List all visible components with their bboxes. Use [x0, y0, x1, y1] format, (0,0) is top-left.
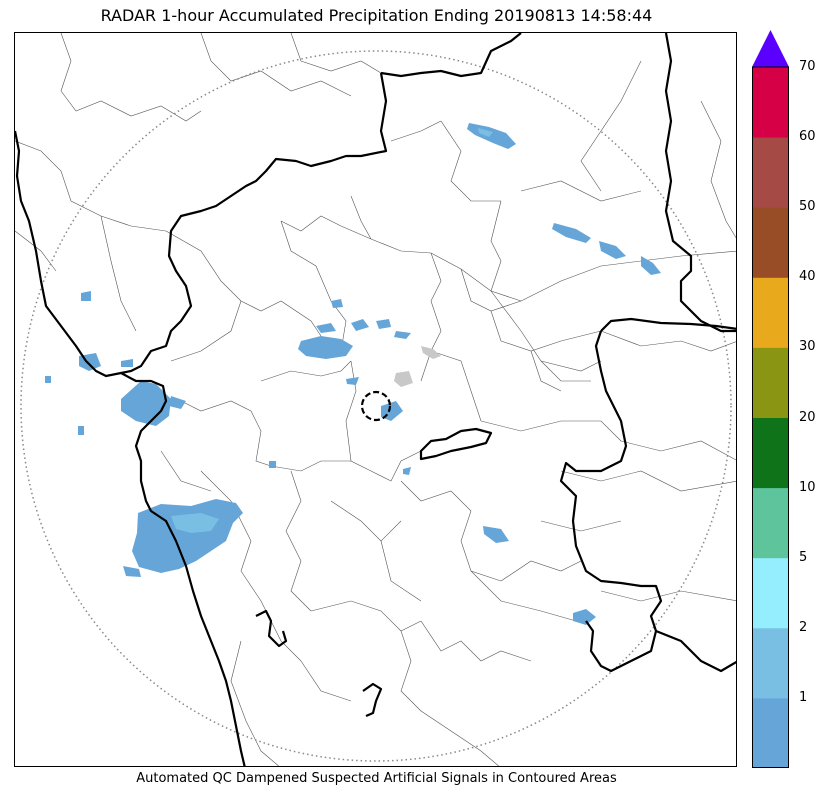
state-boundaries — [15, 33, 736, 766]
radar-map[interactable] — [14, 32, 737, 767]
colorbar-segment — [752, 557, 789, 629]
colorbar-segment — [752, 417, 789, 489]
colorbar-segment — [752, 697, 789, 769]
radar-range-ring — [20, 50, 732, 762]
colorbar-segment — [752, 277, 789, 348]
colorbar-extend-triangle — [752, 30, 789, 67]
colorbar-tick-label: 30 — [799, 339, 816, 355]
precipitation-echoes — [45, 123, 661, 625]
colorbar-segments — [752, 66, 789, 769]
colorbar-segment — [752, 627, 789, 699]
colorbar-segment — [752, 487, 789, 559]
colorbar-tick-label: 50 — [799, 199, 816, 215]
radar-site-marker — [360, 390, 392, 422]
map-title: RADAR 1-hour Accumulated Precipitation E… — [100, 6, 653, 25]
colorbar-tick-label: 5 — [799, 549, 808, 565]
colorbar-tick-label: 10 — [799, 479, 816, 495]
colorbar-tick-label: 70 — [799, 59, 816, 74]
colorbar — [752, 30, 789, 769]
colorbar-segment — [752, 67, 789, 138]
colorbar-tick-label: 2 — [799, 619, 808, 635]
colorbar-segment — [752, 207, 789, 278]
map-caption: Automated QC Dampened Suspected Artifici… — [136, 771, 617, 786]
colorbar-segment — [752, 137, 789, 208]
colorbar-frame — [752, 66, 789, 768]
colorbar-tick-label: 1 — [799, 689, 808, 705]
colorbar-tick-label: 40 — [799, 269, 816, 285]
district-boundaries — [15, 33, 736, 766]
colorbar-segment — [752, 347, 789, 418]
colorbar-tick-label: 20 — [799, 409, 816, 425]
colorbar-tick-label: 60 — [799, 129, 816, 145]
